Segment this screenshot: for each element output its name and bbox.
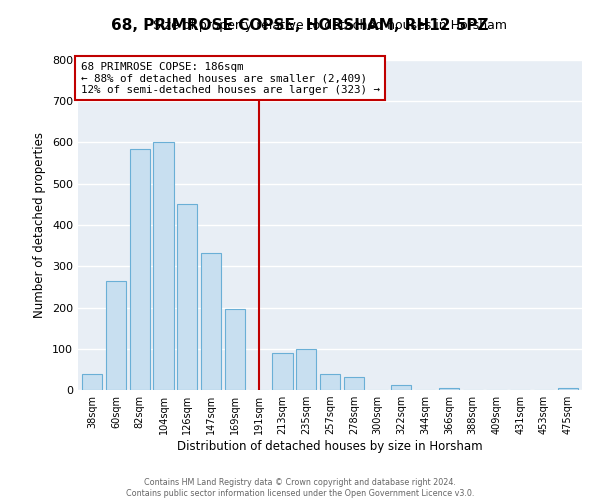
Bar — [201, 253, 221, 390]
Text: 68 PRIMROSE COPSE: 186sqm
← 88% of detached houses are smaller (2,409)
12% of se: 68 PRIMROSE COPSE: 186sqm ← 88% of detac… — [80, 62, 380, 95]
Bar — [296, 349, 316, 390]
Bar — [439, 388, 459, 390]
Title: Size of property relative to detached houses in Horsham: Size of property relative to detached ho… — [153, 20, 507, 32]
Bar — [130, 148, 150, 390]
Y-axis label: Number of detached properties: Number of detached properties — [34, 132, 46, 318]
Text: Contains HM Land Registry data © Crown copyright and database right 2024.
Contai: Contains HM Land Registry data © Crown c… — [126, 478, 474, 498]
X-axis label: Distribution of detached houses by size in Horsham: Distribution of detached houses by size … — [177, 440, 483, 453]
Bar — [320, 374, 340, 390]
Bar — [225, 308, 245, 390]
Bar — [391, 385, 412, 390]
Text: 68, PRIMROSE COPSE, HORSHAM, RH12 5PZ: 68, PRIMROSE COPSE, HORSHAM, RH12 5PZ — [111, 18, 489, 32]
Bar — [177, 204, 197, 390]
Bar — [106, 280, 126, 390]
Bar — [154, 142, 173, 390]
Bar — [557, 388, 578, 390]
Bar — [344, 377, 364, 390]
Bar — [82, 374, 103, 390]
Bar — [272, 353, 293, 390]
